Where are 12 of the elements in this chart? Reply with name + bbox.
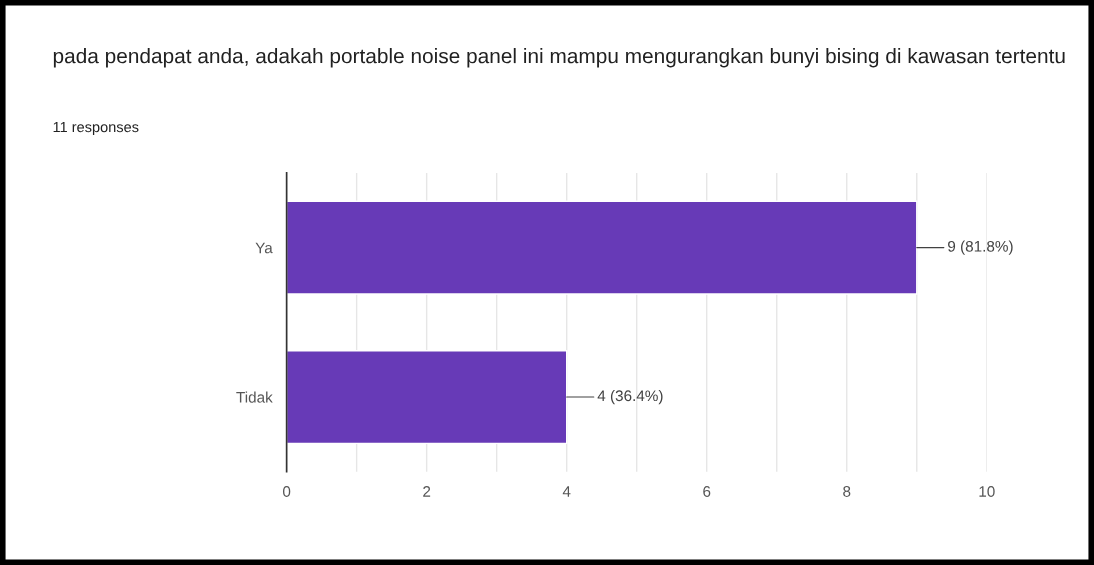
text: 11 responses: [53, 122, 139, 136]
chart-title: pada pendapat anda, adakah portable noise panel ini mampu mengurangkan bunyi bising di kawasan tertentu: [53, 48, 1065, 68]
x-tick-label: 0: [282, 486, 291, 497]
x-tick-label: 8: [843, 486, 851, 497]
data-label: 9 (81.8%): [948, 240, 1013, 255]
x-tick-label: 6: [703, 486, 711, 497]
data-label: 4 (36.4%): [597, 389, 663, 405]
y-tick-label: Tidak: [236, 391, 273, 403]
x-tick-label: 10: [979, 486, 995, 497]
x-tick-label: 4: [562, 486, 571, 497]
y-tick-label: Ya: [255, 242, 273, 254]
x-tick-label: 2: [423, 486, 431, 497]
